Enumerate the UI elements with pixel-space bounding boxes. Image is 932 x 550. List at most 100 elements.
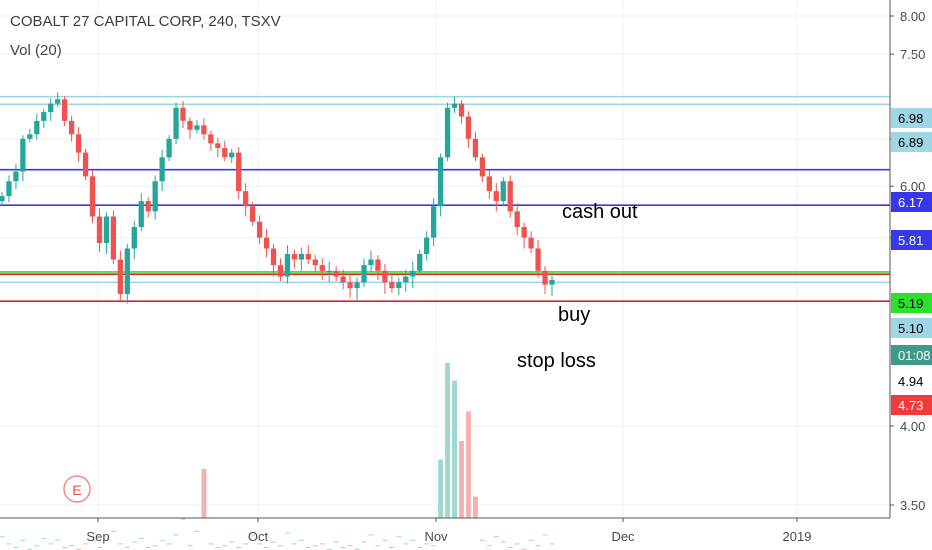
volume-bar	[424, 543, 430, 545]
volume-bar	[201, 468, 207, 518]
volume-bar	[271, 541, 276, 543]
price-badge-5-10-bg	[891, 318, 932, 338]
volume-bar	[417, 547, 423, 549]
candle-body	[256, 221, 263, 238]
price-badge-6-17-bg	[891, 192, 932, 212]
volume-bar	[542, 534, 548, 536]
earnings-event-marker[interactable]	[63, 475, 91, 503]
volume-bar	[347, 545, 353, 547]
chart-title: COBALT 27 CAPITAL CORP, 240, TSXV	[10, 13, 281, 30]
volume-bar	[549, 543, 555, 545]
candle-body	[159, 157, 165, 182]
volume-bar	[166, 543, 172, 545]
volume-bar	[535, 545, 541, 547]
candle-body	[389, 282, 395, 289]
candle-body	[55, 99, 61, 104]
volume-bar	[389, 547, 395, 549]
candle-body	[62, 99, 68, 121]
volume-bar	[466, 411, 471, 518]
volume-bar	[90, 539, 95, 541]
volume-bar	[48, 543, 54, 545]
volume-bar	[83, 543, 88, 545]
candle-body	[431, 206, 437, 238]
volume-bar	[229, 541, 235, 543]
volume-indicator-label[interactable]: Vol (20)	[10, 42, 62, 59]
candle-body	[298, 253, 305, 260]
candle-body	[48, 103, 54, 113]
price-badge-5-81: 5.81	[898, 233, 923, 248]
candle-body	[270, 248, 277, 266]
candle-body	[249, 206, 256, 222]
price-axis-label: 7.50	[900, 47, 925, 62]
volume-bar	[13, 547, 19, 549]
candle-body	[152, 181, 158, 212]
candle-body	[75, 134, 82, 153]
volume-bar	[215, 547, 221, 549]
volume-bar	[312, 545, 318, 547]
countdown-badge: 01:08	[898, 348, 931, 363]
candle-body	[180, 107, 186, 121]
volume-bar	[145, 547, 151, 549]
candle-body	[403, 276, 409, 283]
candle-body	[187, 120, 193, 130]
volume-bar	[69, 545, 75, 547]
candle-body	[131, 226, 137, 249]
volume-bar	[124, 547, 130, 549]
candle-body	[215, 143, 221, 148]
candle-body	[354, 282, 360, 289]
candle-body	[284, 253, 291, 277]
candle-body	[236, 152, 242, 192]
volume-bar	[6, 543, 12, 545]
candle-body	[507, 181, 513, 212]
volume-bar	[521, 548, 527, 550]
volume-bar	[243, 543, 249, 545]
candle-body	[243, 191, 249, 207]
candle-body	[382, 270, 388, 283]
candle-body	[110, 216, 117, 260]
price-axis-panel[interactable]	[890, 0, 932, 550]
price-badge-6-89-bg	[891, 132, 932, 152]
volume-bar	[375, 545, 381, 547]
volume-bar	[173, 534, 179, 536]
volume-bar	[55, 539, 61, 541]
candle-body	[396, 282, 402, 289]
candle-body	[229, 152, 235, 158]
time-axis-label: 2019	[783, 529, 812, 544]
candle-body	[312, 259, 318, 266]
volume-bar	[110, 530, 116, 532]
last-price-badge: 4.73	[898, 398, 923, 413]
volume-bar	[208, 543, 214, 545]
volume-bar	[41, 537, 47, 539]
volume-bar	[340, 547, 346, 549]
candle-body	[500, 181, 506, 202]
candle-body	[0, 196, 5, 202]
price-axis-label: 3.50	[900, 498, 925, 513]
volume-bar	[298, 539, 304, 541]
volume-bar	[0, 536, 5, 538]
candle-body	[27, 134, 33, 139]
volume-bar	[103, 539, 109, 541]
candle-body	[424, 237, 430, 254]
candle-body	[263, 237, 270, 249]
countdown-badge-bg	[891, 345, 932, 365]
candle-body	[117, 259, 123, 295]
candle-body	[166, 138, 172, 158]
volume-bar	[285, 532, 290, 534]
candle-body	[319, 265, 325, 271]
candle-body	[34, 120, 40, 135]
annotation-cash-out: cash out	[562, 201, 638, 223]
candle-body	[103, 216, 110, 244]
candle-body	[326, 270, 332, 273]
price-badge-6-98: 6.98	[898, 111, 923, 126]
candle-body	[82, 152, 89, 177]
volume-bar	[187, 545, 193, 547]
candle-body	[20, 138, 26, 172]
volume-bar	[431, 545, 437, 547]
volume-bar	[326, 548, 332, 550]
volume-bar	[152, 545, 158, 547]
candle-body	[340, 276, 346, 283]
candle-body	[493, 191, 499, 202]
time-axis-label: Sep	[86, 529, 109, 544]
